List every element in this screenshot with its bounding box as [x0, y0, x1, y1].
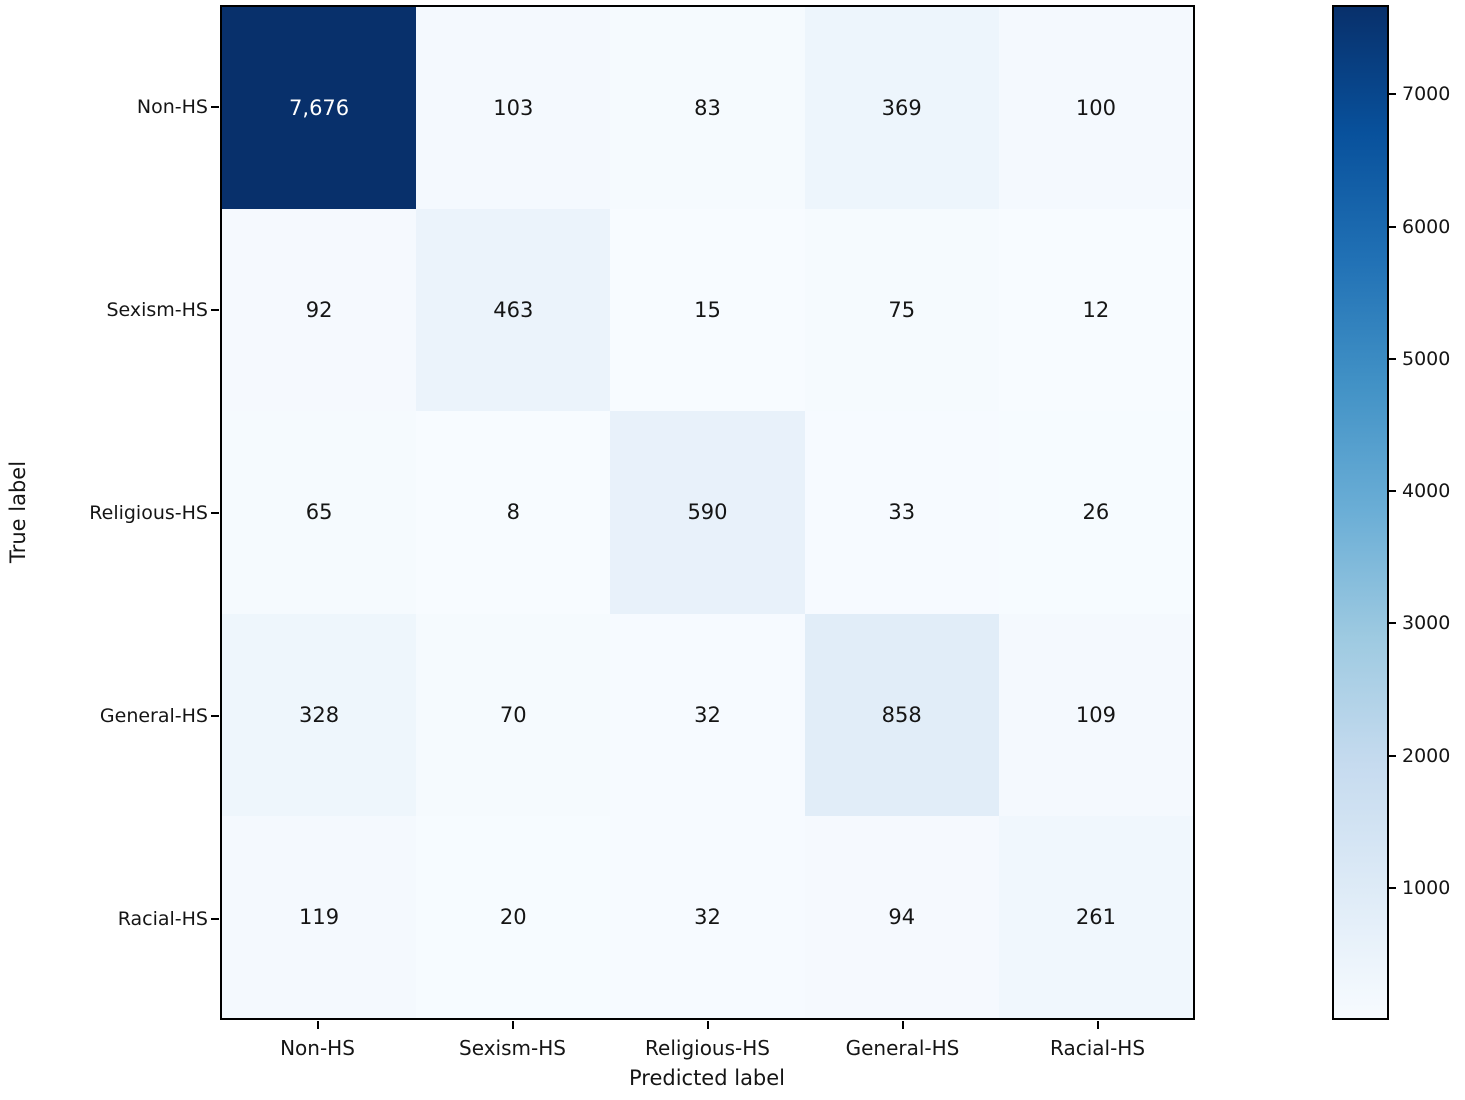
heatmap-cell: 20 — [416, 815, 611, 1018]
colorbar-tick-mark — [1388, 93, 1396, 96]
colorbar-tick-label: 1000 — [1402, 876, 1451, 899]
heatmap-cell: 32 — [610, 613, 805, 816]
heatmap-cell: 33 — [804, 411, 999, 614]
colorbar-tick-mark — [1388, 225, 1396, 228]
colorbar-tick-mark — [1388, 357, 1396, 360]
y-tick-label: Non-HS — [136, 95, 208, 118]
heatmap-cell: 369 — [804, 7, 999, 210]
heatmap-cell: 328 — [222, 613, 417, 816]
colorbar-tick-mark — [1388, 622, 1396, 625]
colorbar-tick-mark — [1388, 886, 1396, 889]
heatmap-cell: 7,676 — [222, 7, 417, 210]
heatmap-cell: 463 — [416, 209, 611, 412]
x-tick-label: Religious-HS — [645, 1036, 770, 1060]
heatmap-cell: 32 — [610, 815, 805, 1018]
heatmap-cell: 65 — [222, 411, 417, 614]
x-tick-label: Sexism-HS — [459, 1036, 566, 1060]
heatmap-cell: 15 — [610, 209, 805, 412]
heatmap-cell: 103 — [416, 7, 611, 210]
y-tick-mark — [211, 714, 219, 717]
heatmap-plot: 7,676 103 83 369 100 92 463 15 75 12 65 8 590 33 26 328… — [220, 5, 1195, 1020]
heatmap-cell: 109 — [998, 613, 1193, 816]
heatmap-cell: 75 — [804, 209, 999, 412]
heatmap-cell: 8 — [416, 411, 611, 614]
colorbar-tick-mark — [1388, 490, 1396, 493]
colorbar-tick-label: 4000 — [1402, 480, 1451, 503]
x-tick-mark — [706, 1021, 709, 1029]
x-tick-mark — [316, 1021, 319, 1029]
x-tick-mark — [1096, 1021, 1099, 1029]
heatmap-cell: 12 — [998, 209, 1193, 412]
y-tick-mark — [211, 105, 219, 108]
heatmap-cell: 70 — [416, 613, 611, 816]
heatmap-cell: 858 — [804, 613, 999, 816]
colorbar — [1332, 5, 1389, 1020]
heatmap-cell: 92 — [222, 209, 417, 412]
y-tick-label: Religious-HS — [89, 501, 208, 524]
y-tick-mark — [211, 308, 219, 311]
colorbar-tick-mark — [1388, 754, 1396, 757]
y-tick-mark — [211, 511, 219, 514]
y-tick-label: Racial-HS — [117, 907, 208, 930]
heatmap-cell: 94 — [804, 815, 999, 1018]
colorbar-tick-label: 6000 — [1402, 215, 1451, 238]
y-tick-label: Sexism-HS — [106, 298, 208, 321]
x-tick-mark — [901, 1021, 904, 1029]
y-tick-label: General-HS — [99, 704, 208, 727]
heatmap-cell: 590 — [610, 411, 805, 614]
heatmap-cell: 261 — [998, 815, 1193, 1018]
heatmap-cell: 100 — [998, 7, 1193, 210]
heatmap-cell: 83 — [610, 7, 805, 210]
x-tick-mark — [511, 1021, 514, 1029]
colorbar-tick-label: 5000 — [1402, 347, 1451, 370]
x-tick-label: General-HS — [845, 1036, 960, 1060]
colorbar-tick-label: 7000 — [1402, 83, 1451, 106]
x-tick-label: Racial-HS — [1049, 1036, 1146, 1060]
y-tick-mark — [211, 917, 219, 920]
colorbar-tick-label: 3000 — [1402, 612, 1451, 635]
heatmap-cell: 119 — [222, 815, 417, 1018]
x-axis-title: Predicted label — [628, 1066, 786, 1090]
colorbar-tick-label: 2000 — [1402, 744, 1451, 767]
x-tick-label: Non-HS — [280, 1036, 355, 1060]
heatmap-cell: 26 — [998, 411, 1193, 614]
